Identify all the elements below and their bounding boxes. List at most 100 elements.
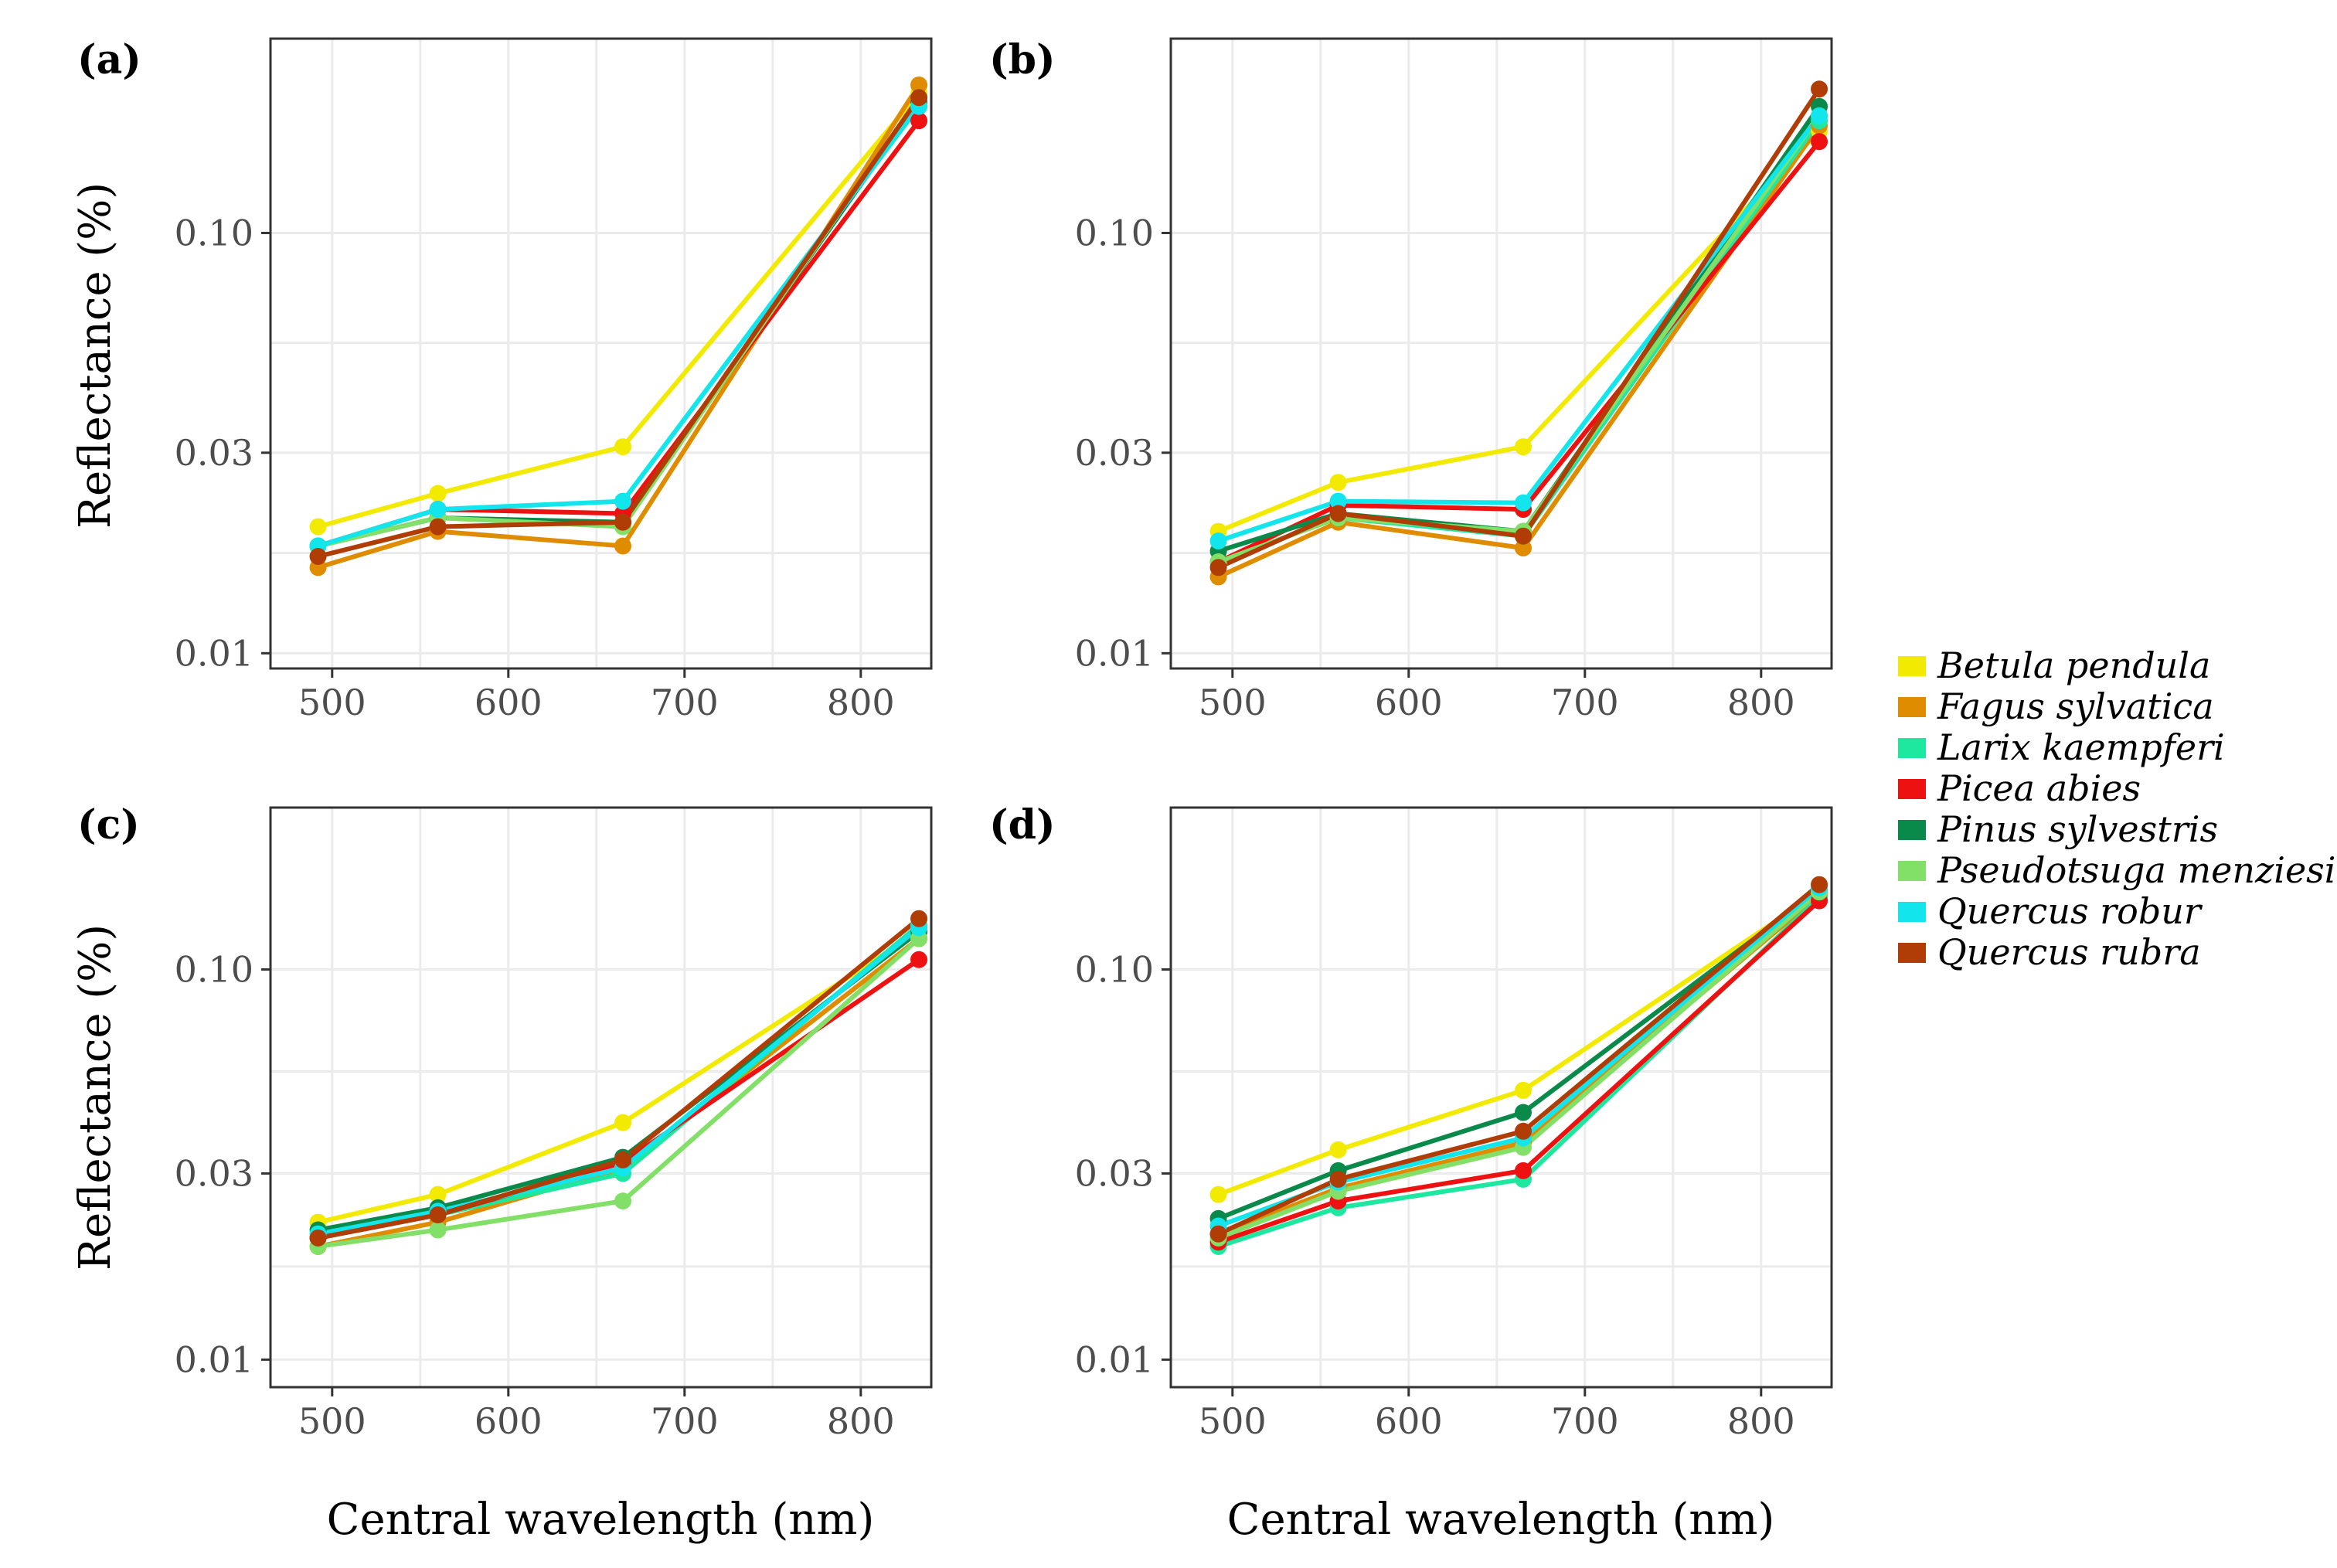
data-point-quercus-rubra [1811,80,1828,98]
series-line-picea-abies-a [317,119,921,549]
y-tick-label: 0.03 [1075,432,1154,474]
legend-swatch-pinus-sylvestris [1896,818,1927,842]
legend-label-pseudotsuga-menziesii: Pseudotsuga menziesii [1937,849,2337,891]
panel-b-frame [1169,37,1833,670]
legend-swatch-pseudotsuga-menziesii [1896,859,1927,883]
x-tick-label: 800 [827,682,895,723]
panel-a-frame [269,37,933,670]
y-tick-label: 0.01 [175,1338,253,1380]
series-line-pinus-sylvestris-a [317,100,921,549]
series-line-betula-pendula-a [317,91,921,529]
y-tick-label: 0.03 [175,1152,253,1194]
panel-c: (c) 500 600 700 800 0.01 0.03 0.10 [77,801,933,1442]
y-tick-label: 0.01 [1075,632,1154,674]
legend-label-fagus-sylvatica: Fagus sylvatica [1937,685,2214,727]
data-point-quercus-robur [429,501,447,519]
data-point-quercus-rubra [1209,559,1227,577]
y-tick-label: 0.10 [1075,212,1154,253]
panel-c-frame [269,806,933,1389]
series-line-larix-kaempferi-a [317,100,921,549]
data-point-betula-pendula [1209,1185,1227,1203]
panel-d: (d) 500 600 700 800 0.01 0.03 0.10 [989,801,1833,1442]
series-line-pinus-sylvestris-d [1217,888,1821,1221]
x-tick-label: 800 [1727,682,1795,723]
data-point-quercus-robur [1811,107,1828,124]
data-point-quercus-rubra [309,547,327,565]
data-point-quercus-rubra [614,513,631,531]
series-line-betula-pendula-d [1217,889,1821,1197]
data-point-quercus-rubra [1209,1225,1227,1243]
series-line-betula-pendula-c [317,930,920,1225]
series-line-picea-abies-d [1217,899,1822,1245]
legend-label-quercus-robur: Quercus robur [1937,890,2203,932]
data-point-quercus-rubra [1329,1170,1347,1188]
series-line-fagus-sylvatica-b [1217,124,1822,580]
legend-swatch-betula-pendula [1896,655,1927,678]
data-point-quercus-rubra [1811,876,1828,893]
y-tick-label: 0.01 [175,632,253,674]
data-point-picea-abies [1811,133,1828,151]
legend-label-quercus-rubra: Quercus rubra [1937,931,2201,973]
legend-swatch-quercus-rubra [1896,941,1927,964]
x-tick-label: 700 [651,682,719,723]
data-point-quercus-robur [1515,494,1532,512]
data-point-betula-pendula [1515,1081,1532,1099]
x-tick-label: 500 [1199,682,1267,723]
x-tick-label: 600 [475,1400,543,1442]
data-point-quercus-rubra [910,910,928,927]
data-point-picea-abies [910,112,928,130]
data-point-quercus-rubra [429,518,447,536]
data-point-quercus-robur [1209,532,1227,550]
data-point-fagus-sylvatica [614,537,631,555]
legend-swatch-picea-abies [1896,777,1927,801]
panel-a: (a) 500 600 700 800 0.01 0.03 0.10 [77,36,933,723]
y-tick-label: 0.10 [175,212,253,253]
legend-swatch-quercus-robur [1896,900,1927,923]
data-point-fagus-sylvatica [1515,539,1532,557]
y-tick-label: 0.10 [1075,949,1154,991]
x-tick-label: 700 [651,1400,719,1442]
legend-label-pinus-sylvestris: Pinus sylvestris [1937,808,2218,850]
panel-b: (b) 500 600 700 800 0.01 0.03 0.10 [989,36,1833,723]
x-tick-label: 800 [1727,1400,1795,1442]
data-point-quercus-robur [1329,492,1347,510]
data-point-quercus-robur [614,492,631,510]
data-point-quercus-rubra [910,89,928,107]
series-line-quercus-rubra-a [317,96,921,559]
series-line-pseudotsuga-menziesii-a [317,96,921,549]
panel-c-label: (c) [77,801,140,849]
data-point-quercus-rubra [1329,505,1347,522]
data-point-picea-abies [910,951,928,968]
x-tick-label: 600 [1375,682,1443,723]
x-tick-label: 700 [1551,1400,1619,1442]
data-point-betula-pendula [309,518,327,536]
data-point-betula-pendula [1329,474,1347,491]
series-line-quercus-robur-a [317,104,921,549]
y-tick-label: 0.10 [175,949,253,991]
y-tick-label: 0.03 [1075,1152,1154,1194]
data-point-betula-pendula [1329,1141,1347,1158]
x-tick-label: 600 [1375,1400,1443,1442]
y-tick-label: 0.01 [1075,1338,1154,1380]
panel-a-label: (a) [77,36,141,83]
series-line-betula-pendula-b [1217,129,1822,534]
series-line-larix-kaempferi-c [317,923,920,1240]
data-point-pseudotsuga-menziesii [614,1192,631,1210]
data-point-quercus-rubra [309,1229,327,1247]
data-point-betula-pendula [429,485,447,502]
y-axis-title-bottom: Reflectance (%) [70,924,121,1270]
data-point-fagus-sylvatica [910,76,928,94]
x-axis-title-left: Central wavelength (nm) [327,1495,875,1545]
x-tick-label: 500 [298,1400,366,1442]
data-point-quercus-rubra [1515,1122,1532,1140]
x-axis-title-right: Central wavelength (nm) [1227,1495,1775,1545]
x-tick-label: 600 [475,682,543,723]
data-point-betula-pendula [1515,438,1532,456]
x-tick-label: 500 [298,682,366,723]
y-tick-label: 0.03 [175,432,253,474]
data-point-quercus-rubra [429,1206,447,1224]
y-axis-title-top: Reflectance (%) [70,182,121,529]
panel-b-label: (b) [989,36,1056,83]
